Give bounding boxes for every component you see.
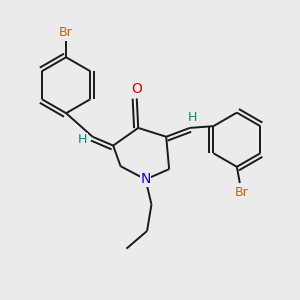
Text: H: H [78, 133, 87, 146]
Text: N: N [140, 172, 151, 186]
Text: Br: Br [234, 186, 248, 199]
Text: O: O [131, 82, 142, 96]
Text: H: H [188, 111, 197, 124]
Text: Br: Br [59, 26, 73, 39]
